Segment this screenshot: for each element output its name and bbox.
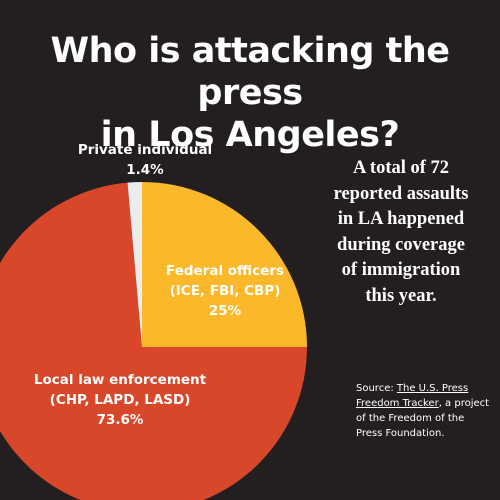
slice-label-local-sub: (CHP, LAPD, LASD) xyxy=(49,392,191,408)
slice-label-federal-name: Federal officers xyxy=(166,263,284,279)
summary-line: during coverage xyxy=(337,234,465,255)
slice-label-local: Local law enforcement (CHP, LAPD, LASD) … xyxy=(15,370,225,430)
source-prefix: Source: xyxy=(356,383,397,394)
summary-line: reported assaults xyxy=(333,183,469,204)
summary-line: A total of 72 xyxy=(352,158,450,178)
pie-slice-private xyxy=(127,182,142,347)
pie-slice-local xyxy=(0,182,307,500)
slice-label-federal: Federal officers (ICE, FBI, CBP) 25% xyxy=(150,261,300,321)
slice-label-private-value: 1.4% xyxy=(126,162,164,178)
slice-label-local-name: Local law enforcement xyxy=(33,372,207,388)
summary-line: in LA happened xyxy=(337,209,465,229)
source-link[interactable]: The U.S. Press Freedom Tracker xyxy=(356,383,469,409)
slice-label-private: Private individual 1.4% xyxy=(60,140,230,180)
summary-line: of immigration xyxy=(341,260,461,280)
summary-text: A total of 72 reported assaults in LA ha… xyxy=(316,156,486,309)
source-note: Source: The U.S. Press Freedom Tracker, … xyxy=(356,381,491,441)
slice-label-federal-value: 25% xyxy=(208,303,242,319)
chart-title-line-2: in Los Angeles? xyxy=(100,115,400,155)
chart-title-line-1: Who is attacking the press xyxy=(50,31,450,113)
slice-label-federal-sub: (ICE, FBI, CBP) xyxy=(169,283,281,299)
chart-title: Who is attacking the press in Los Angele… xyxy=(0,30,500,156)
pie-slice-federal xyxy=(142,182,307,347)
summary-line: this year. xyxy=(365,285,437,306)
source-suffix: , a project of the Freedom of the Press … xyxy=(356,398,490,439)
slice-label-private-name: Private individual xyxy=(77,142,213,158)
slice-label-local-value: 73.6% xyxy=(96,412,144,428)
